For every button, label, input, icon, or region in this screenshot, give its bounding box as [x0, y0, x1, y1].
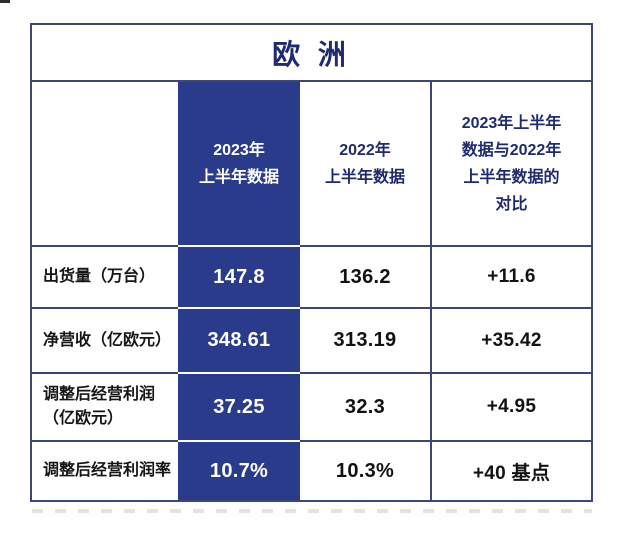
row-label-adj-operating-profit: 调整后经营利润 （亿欧元）: [32, 372, 178, 440]
value-2022-shipments: 136.2: [300, 245, 430, 307]
row-label-shipments: 出货量（万台）: [32, 245, 178, 307]
header-cell-2022: 2022年 上半年数据: [300, 82, 430, 245]
row-label-net-revenue: 净营收（亿欧元）: [32, 307, 178, 372]
header-compare-line1: 2023年上半年: [461, 114, 562, 132]
watermark-dashes: [32, 509, 592, 513]
header-2022-line2: 上半年数据: [324, 168, 405, 186]
value-2023-adj-operating-profit: 37.25: [178, 372, 300, 440]
value-2022-net-revenue: 313.19: [300, 307, 430, 372]
value-2023-shipments: 147.8: [178, 245, 300, 307]
header-cell-2023: 2023年 上半年数据: [178, 82, 300, 245]
header-compare-line4: 对比: [495, 195, 528, 213]
header-compare-line3: 上半年数据的: [463, 168, 560, 186]
corner-artifact: [0, 0, 10, 3]
delta-shipments: +11.6: [430, 245, 591, 307]
delta-adj-operating-margin: +40 基点: [430, 440, 591, 500]
value-2023-adj-operating-margin: 10.7%: [178, 440, 300, 500]
table-title: 欧 洲: [32, 25, 591, 82]
header-compare-line2: 数据与2022年: [461, 141, 562, 159]
header-2023-line1: 2023年: [213, 141, 265, 159]
delta-net-revenue: +35.42: [430, 307, 591, 372]
header-2022-line1: 2022年: [339, 141, 391, 159]
delta-adj-operating-profit: +4.95: [430, 372, 591, 440]
header-2023-line2: 上半年数据: [198, 168, 279, 186]
value-2022-adj-operating-margin: 10.3%: [300, 440, 430, 500]
europe-results-table: 欧 洲 2023年 上半年数据 2022年 上半年数据 2023年上半年 数据与…: [30, 23, 593, 502]
header-cell-compare: 2023年上半年 数据与2022年 上半年数据的 对比: [430, 82, 591, 245]
row-label-adj-operating-margin: 调整后经营利润率: [32, 440, 178, 500]
value-2022-adj-operating-profit: 32.3: [300, 372, 430, 440]
value-2023-net-revenue: 348.61: [178, 307, 300, 372]
header-corner-cell: [32, 82, 178, 245]
